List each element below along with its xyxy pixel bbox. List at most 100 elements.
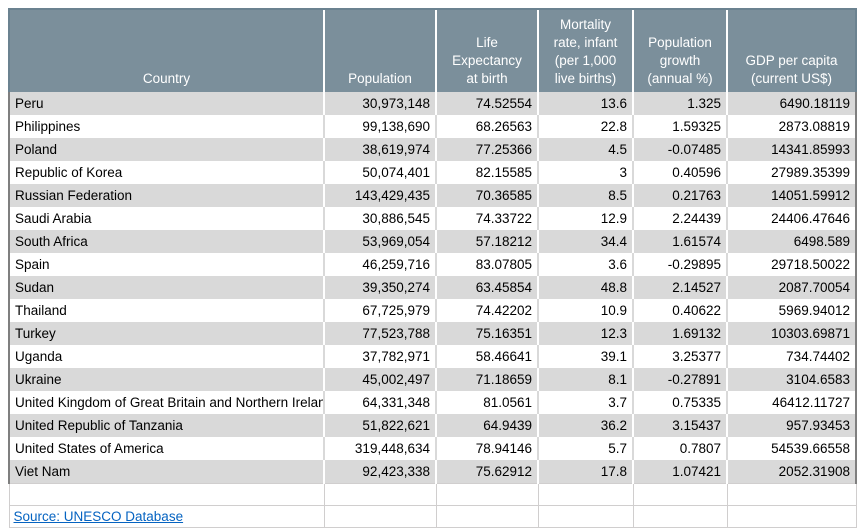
table-row: Spain 46,259,716 83.07805 3.6 -0.29895 2… bbox=[8, 253, 857, 276]
cell-population-growth: -0.27891 bbox=[632, 368, 727, 391]
cell-mortality-rate: 39.1 bbox=[537, 345, 633, 368]
cell-country: Viet Nam bbox=[8, 460, 324, 483]
cell-population: 38,619,974 bbox=[323, 138, 436, 161]
source-cell: Source: UNESCO Database bbox=[8, 504, 325, 528]
cell-country: South Africa bbox=[8, 230, 324, 253]
cell-population-growth: 0.75335 bbox=[632, 391, 727, 414]
cell-country: United States of America bbox=[8, 437, 324, 460]
cell-country: Peru bbox=[8, 92, 324, 115]
cell-population: 53,969,054 bbox=[323, 230, 436, 253]
cell-country: Republic of Korea bbox=[8, 161, 324, 184]
cell-gdp-per-capita: 2087.70054 bbox=[726, 276, 857, 299]
cell-mortality-rate: 12.3 bbox=[537, 322, 633, 345]
cell-gdp-per-capita: 2873.08819 bbox=[726, 115, 857, 138]
cell-population: 99,138,690 bbox=[323, 115, 436, 138]
empty-cell bbox=[323, 482, 437, 506]
cell-population-growth: 3.15437 bbox=[632, 414, 727, 437]
cell-population: 64,331,348 bbox=[323, 391, 436, 414]
table-header: Country Population Life Expectancy at bi… bbox=[8, 8, 857, 92]
cell-life-expectancy: 81.0561 bbox=[435, 391, 538, 414]
cell-life-expectancy: 74.33722 bbox=[435, 207, 538, 230]
cell-life-expectancy: 74.42202 bbox=[435, 299, 538, 322]
cell-mortality-rate: 4.5 bbox=[537, 138, 633, 161]
cell-country: Poland bbox=[8, 138, 324, 161]
cell-population: 30,886,545 bbox=[323, 207, 436, 230]
cell-country: Turkey bbox=[8, 322, 324, 345]
table-row: Philippines 99,138,690 68.26563 22.8 1.5… bbox=[8, 115, 857, 138]
cell-mortality-rate: 22.8 bbox=[537, 115, 633, 138]
cell-population-growth: 3.25377 bbox=[632, 345, 727, 368]
cell-gdp-per-capita: 24406.47646 bbox=[726, 207, 857, 230]
cell-mortality-rate: 17.8 bbox=[537, 460, 633, 483]
cell-mortality-rate: 3.7 bbox=[537, 391, 633, 414]
cell-mortality-rate: 3.6 bbox=[537, 253, 633, 276]
cell-gdp-per-capita: 3104.6583 bbox=[726, 368, 857, 391]
cell-mortality-rate: 8.5 bbox=[537, 184, 633, 207]
cell-population: 67,725,979 bbox=[323, 299, 436, 322]
cell-life-expectancy: 63.45854 bbox=[435, 276, 538, 299]
cell-gdp-per-capita: 27989.35399 bbox=[726, 161, 857, 184]
cell-life-expectancy: 78.94146 bbox=[435, 437, 538, 460]
cell-life-expectancy: 75.16351 bbox=[435, 322, 538, 345]
cell-mortality-rate: 12.9 bbox=[537, 207, 633, 230]
table-row: United States of America 319,448,634 78.… bbox=[8, 437, 857, 460]
cell-life-expectancy: 83.07805 bbox=[435, 253, 538, 276]
table-row: Thailand 67,725,979 74.42202 10.9 0.4062… bbox=[8, 299, 857, 322]
cell-life-expectancy: 58.46641 bbox=[435, 345, 538, 368]
cell-population: 50,074,401 bbox=[323, 161, 436, 184]
table-row: Russian Federation 143,429,435 70.36585 … bbox=[8, 184, 857, 207]
cell-life-expectancy: 71.18659 bbox=[435, 368, 538, 391]
empty-cell bbox=[323, 504, 437, 528]
cell-population: 319,448,634 bbox=[323, 437, 436, 460]
table-row: Uganda 37,782,971 58.46641 39.1 3.25377 … bbox=[8, 345, 857, 368]
cell-life-expectancy: 77.25366 bbox=[435, 138, 538, 161]
cell-life-expectancy: 68.26563 bbox=[435, 115, 538, 138]
cell-population-growth: 1.07421 bbox=[632, 460, 727, 483]
cell-country: United Republic of Tanzania bbox=[8, 414, 324, 437]
table-body: Peru 30,973,148 74.52554 13.6 1.325 6490… bbox=[8, 92, 857, 483]
cell-population: 77,523,788 bbox=[323, 322, 436, 345]
cell-population: 51,822,621 bbox=[323, 414, 436, 437]
cell-gdp-per-capita: 2052.31908 bbox=[726, 460, 857, 483]
empty-cell bbox=[632, 504, 728, 528]
cell-gdp-per-capita: 5969.94012 bbox=[726, 299, 857, 322]
table-row: Peru 30,973,148 74.52554 13.6 1.325 6490… bbox=[8, 92, 857, 115]
cell-gdp-per-capita: 10303.69871 bbox=[726, 322, 857, 345]
cell-country: Uganda bbox=[8, 345, 324, 368]
cell-gdp-per-capita: 14051.59912 bbox=[726, 184, 857, 207]
cell-population-growth: 0.7807 bbox=[632, 437, 727, 460]
cell-gdp-per-capita: 957.93453 bbox=[726, 414, 857, 437]
cell-population-growth: 0.40596 bbox=[632, 161, 727, 184]
cell-country: Russian Federation bbox=[8, 184, 324, 207]
cell-country: Ukraine bbox=[8, 368, 324, 391]
column-header-population-growth: Population growth (annual %) bbox=[632, 8, 727, 92]
country-statistics-table: Country Population Life Expectancy at bi… bbox=[8, 8, 857, 528]
column-header-gdp-per-capita: GDP per capita (current US$) bbox=[726, 8, 857, 92]
column-header-mortality-rate: Mortality rate, infant (per 1,000 live b… bbox=[537, 8, 633, 92]
cell-life-expectancy: 74.52554 bbox=[435, 92, 538, 115]
cell-gdp-per-capita: 6490.18119 bbox=[726, 92, 857, 115]
table-row: United Republic of Tanzania 51,822,621 6… bbox=[8, 414, 857, 437]
cell-population-growth: 1.59325 bbox=[632, 115, 727, 138]
cell-population: 46,259,716 bbox=[323, 253, 436, 276]
cell-mortality-rate: 5.7 bbox=[537, 437, 633, 460]
source-link[interactable]: Source: UNESCO Database bbox=[13, 508, 184, 524]
source-row: Source: UNESCO Database bbox=[8, 504, 857, 528]
table-row: Sudan 39,350,274 63.45854 48.8 2.14527 2… bbox=[8, 276, 857, 299]
cell-population-growth: 2.24439 bbox=[632, 207, 727, 230]
cell-mortality-rate: 8.1 bbox=[537, 368, 633, 391]
table-row: South Africa 53,969,054 57.18212 34.4 1.… bbox=[8, 230, 857, 253]
table-row: Saudi Arabia 30,886,545 74.33722 12.9 2.… bbox=[8, 207, 857, 230]
empty-row bbox=[8, 482, 857, 506]
column-header-life-expectancy: Life Expectancy at birth bbox=[435, 8, 538, 92]
empty-cell bbox=[726, 504, 857, 528]
cell-life-expectancy: 57.18212 bbox=[435, 230, 538, 253]
cell-mortality-rate: 48.8 bbox=[537, 276, 633, 299]
cell-life-expectancy: 82.15585 bbox=[435, 161, 538, 184]
empty-cell bbox=[435, 504, 539, 528]
column-header-country: Country bbox=[8, 8, 324, 92]
empty-cell bbox=[632, 482, 728, 506]
table-row: Republic of Korea 50,074,401 82.15585 3 … bbox=[8, 161, 857, 184]
cell-population-growth: 1.325 bbox=[632, 92, 727, 115]
cell-life-expectancy: 70.36585 bbox=[435, 184, 538, 207]
